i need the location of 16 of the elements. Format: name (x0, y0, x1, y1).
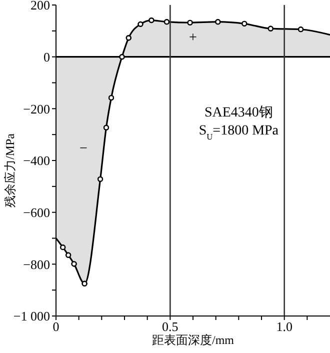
y-axis-title: 残余应力/MPa (3, 132, 17, 208)
y-tick-label: −200 (23, 101, 50, 116)
y-tick-label: −600 (23, 204, 50, 220)
y-tick-label: 200 (30, 0, 50, 13)
x-axis-title: 距表面深度/mm (152, 333, 235, 347)
y-tick-label: −800 (23, 256, 50, 272)
y-tick-label: −1 000 (13, 308, 50, 324)
annotation: S$_{U}$=1800 MPa (198, 124, 280, 142)
y-tick-label: −400 (23, 153, 50, 168)
y-tick-label: 0 (44, 49, 50, 64)
x-tick-label: 0.5 (162, 319, 178, 334)
x-tick-label: 0 (52, 319, 60, 334)
annotation: + (189, 30, 198, 46)
annotation: SAE4340钢 (204, 104, 273, 120)
x-tick-label: 1.0 (276, 319, 292, 334)
annotation: − (79, 142, 88, 157)
